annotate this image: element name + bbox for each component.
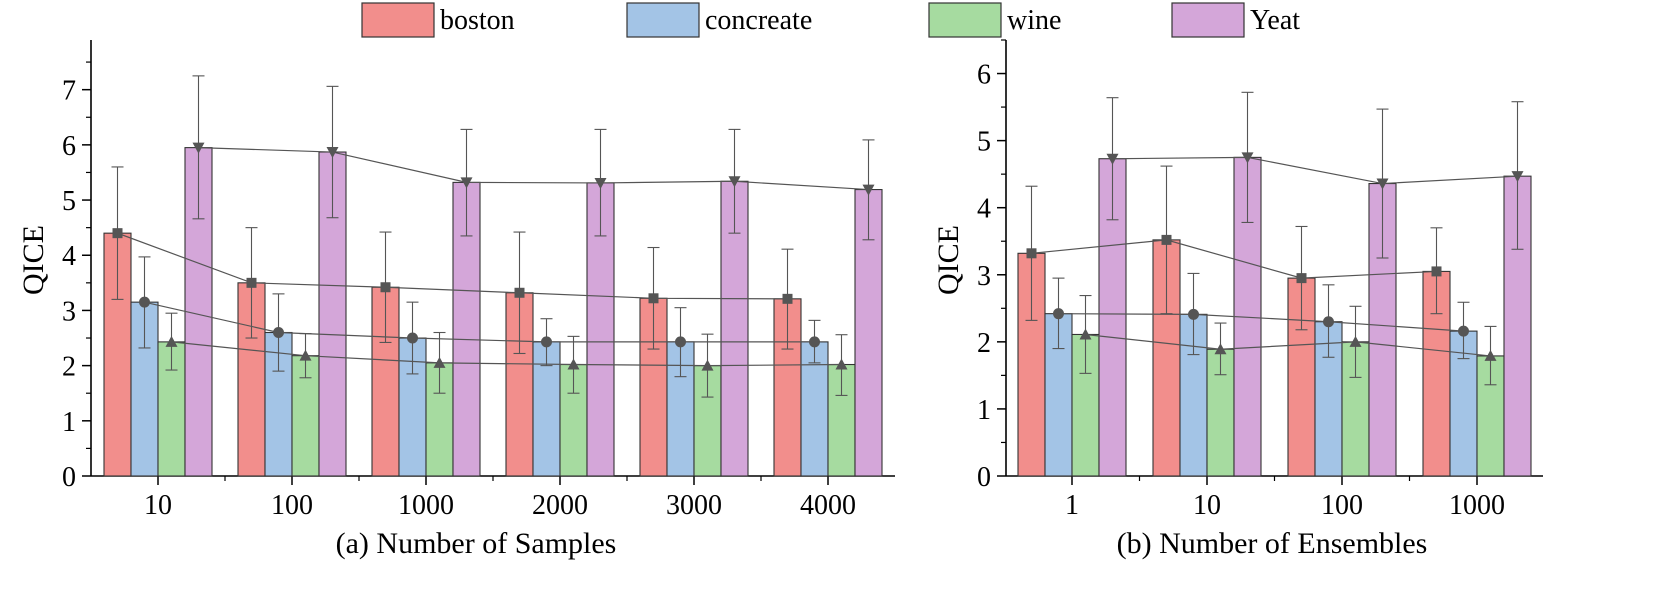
y-tick-label: 1	[977, 395, 991, 426]
series-line-concreate	[144, 301, 815, 343]
x-tick-label: 1000	[1449, 490, 1505, 521]
x-tick-label: 1	[1065, 490, 1079, 521]
series-line-concreate	[1058, 313, 1464, 332]
y-tick-label: 3	[977, 261, 991, 292]
legend-swatch-boston	[361, 2, 435, 38]
point-marker-boston	[782, 293, 793, 304]
point-marker-boston	[648, 293, 659, 304]
x-axis-title: (a) Number of Samples	[336, 527, 617, 560]
series-line-boston	[1031, 239, 1437, 279]
point-marker-concreate	[541, 336, 552, 348]
y-tick-label: 5	[977, 127, 991, 158]
y-axis-title: QICE	[17, 225, 50, 295]
series-line-wine	[1085, 333, 1491, 357]
y-tick-label: 1	[62, 407, 76, 438]
point-marker-boston	[1026, 248, 1037, 259]
y-tick-label: 6	[977, 60, 991, 91]
x-tick-label: 10	[144, 490, 172, 521]
y-tick-label: 2	[977, 328, 991, 359]
point-marker-wine	[701, 359, 714, 371]
point-marker-concreate	[1323, 316, 1334, 328]
point-marker-yeat	[862, 184, 875, 196]
y-tick-label: 5	[62, 186, 76, 217]
point-marker-wine	[299, 349, 312, 361]
x-tick-label: 1000	[398, 490, 454, 521]
point-marker-concreate	[675, 336, 686, 348]
y-tick-label: 0	[62, 462, 76, 493]
y-tick-label: 2	[62, 352, 76, 383]
point-marker-concreate	[139, 296, 150, 308]
point-marker-yeat	[1376, 178, 1389, 190]
series-line-yeat	[198, 147, 869, 191]
point-marker-yeat	[1106, 153, 1119, 165]
point-marker-yeat	[1511, 171, 1524, 183]
point-marker-wine	[1079, 328, 1092, 340]
point-marker-yeat	[192, 142, 205, 154]
legend-swatch-yeat	[1171, 2, 1245, 38]
point-marker-concreate	[1188, 308, 1199, 320]
series-line-yeat	[1112, 156, 1518, 185]
legend-label-boston: boston	[440, 5, 515, 36]
legend-label-concreate: concreate	[705, 5, 812, 36]
point-marker-concreate	[407, 332, 418, 344]
series-line-boston	[117, 232, 788, 300]
point-marker-yeat	[1241, 152, 1254, 164]
point-marker-boston	[514, 287, 525, 298]
y-tick-label: 3	[62, 296, 76, 327]
x-axis-title: (b) Number of Ensembles	[1117, 527, 1428, 560]
y-tick-label: 0	[977, 462, 991, 493]
point-marker-wine	[1214, 343, 1227, 355]
point-marker-wine	[165, 335, 178, 347]
point-marker-yeat	[594, 177, 607, 189]
x-tick-label: 10	[1193, 490, 1221, 521]
point-marker-wine	[1484, 349, 1497, 361]
point-marker-wine	[835, 358, 848, 370]
point-marker-wine	[433, 356, 446, 368]
point-marker-concreate	[1053, 308, 1064, 320]
y-tick-label: 6	[62, 131, 76, 162]
point-marker-boston	[246, 277, 257, 288]
legend-swatch-wine	[928, 2, 1002, 38]
x-tick-label: 100	[1321, 490, 1363, 521]
legend-swatch-concreate	[626, 2, 700, 38]
chart-panel-samples: 0 1 2 3 4 5 6 7 QICE (a) Number of Samples 10 100 10…	[17, 40, 895, 560]
y-axis-title: QICE	[932, 225, 965, 295]
x-tick-label: 3000	[666, 490, 722, 521]
point-marker-boston	[1296, 273, 1307, 284]
x-tick-label: 100	[271, 490, 313, 521]
point-marker-wine	[1349, 335, 1362, 347]
point-marker-yeat	[460, 177, 473, 189]
point-marker-boston	[1161, 234, 1172, 245]
point-marker-yeat	[728, 176, 741, 188]
point-marker-boston	[380, 282, 391, 293]
chart-panel-ensembles: 0 1 2 3 4 5 6 QICE (b) Number of Ensembles 1 10 100…	[932, 39, 1543, 560]
point-marker-wine	[567, 358, 580, 370]
point-marker-concreate	[273, 327, 284, 339]
series-line-wine	[171, 341, 842, 367]
y-tick-label: 7	[62, 76, 76, 107]
legend: boston concreate wine Yeat	[361, 2, 1300, 38]
point-marker-yeat	[326, 147, 339, 159]
y-tick-label: 4	[62, 241, 76, 272]
legend-label-yeat: Yeat	[1250, 5, 1300, 36]
x-tick-label: 4000	[800, 490, 856, 521]
point-marker-concreate	[1458, 325, 1469, 337]
point-marker-boston	[112, 228, 123, 239]
point-marker-boston	[1431, 266, 1442, 277]
y-tick-label: 4	[977, 194, 991, 225]
legend-label-wine: wine	[1007, 5, 1061, 36]
point-marker-concreate	[809, 336, 820, 348]
x-tick-label: 2000	[532, 490, 588, 521]
